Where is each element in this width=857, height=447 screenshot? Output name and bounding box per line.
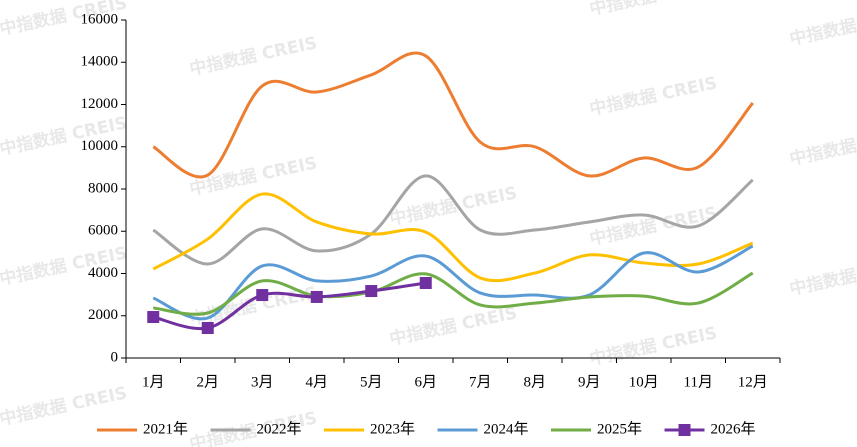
x-tick-label: 12月 [738,374,768,390]
y-tick-label: 2000 [88,307,118,323]
y-tick-label: 12000 [81,96,119,112]
watermark: 中指数据 CREIS [188,32,319,80]
legend-label: 2023年 [370,420,415,437]
watermark: 中指数据 CREIS [588,72,719,120]
y-tick-label: 4000 [88,265,118,281]
y-tick-label: 6000 [88,223,118,239]
watermark: 中指数据 CREIS [0,382,129,430]
x-tick-label: 10月 [629,374,659,390]
series-marker [419,277,432,290]
legend-label: 2022年 [257,420,302,437]
x-tick-label: 1月 [142,374,165,390]
legend-label: 2025年 [597,420,642,437]
y-tick-label: 16000 [81,11,119,27]
legend-label: 2021年 [143,420,188,437]
watermark: 中指数据 CREIS [588,322,719,370]
x-tick-label: 3月 [251,374,274,390]
series-line [152,174,754,266]
y-tick-label: 10000 [81,138,119,154]
x-tick-label: 11月 [684,374,713,390]
watermark: 中指数据 CREIS [788,2,857,50]
watermark: 中指数据 CREIS [388,302,519,350]
series-marker [365,285,378,298]
x-tick-label: 6月 [414,374,437,390]
series-line [152,51,754,179]
legend-label: 2024年 [484,420,529,437]
series-marker [147,311,160,324]
watermark: 中指数据 CREIS [788,252,857,300]
y-tick-label: 14000 [81,54,119,70]
x-tick-label: 8月 [523,374,546,390]
x-tick-label: 2月 [196,374,219,390]
series-marker [256,289,269,302]
watermark: 中指数据 CREIS [588,0,719,20]
y-tick-label: 8000 [88,180,118,196]
legend-marker [678,424,691,436]
legend-label: 2026年 [711,420,756,437]
watermark: 中指数据 CREIS [788,122,857,170]
x-tick-label: 9月 [578,374,601,390]
series-line [152,244,754,321]
y-tick-label: 0 [111,349,119,365]
series-marker [310,290,323,303]
x-tick-label: 4月 [305,374,328,390]
series-marker [201,322,214,335]
series-line [152,192,754,283]
x-tick-label: 5月 [360,374,383,390]
x-tick-label: 7月 [469,374,492,390]
series-line [153,271,754,316]
